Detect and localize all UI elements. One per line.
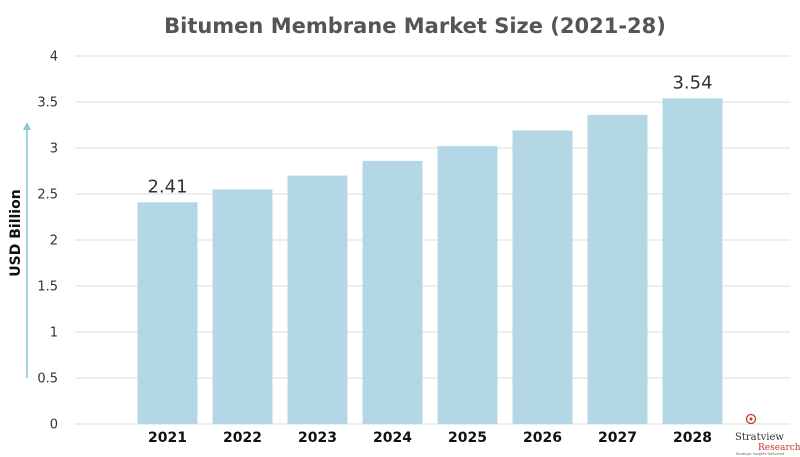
y-tick-label: 0: [50, 418, 58, 433]
logo-sub: Research: [758, 443, 800, 453]
y-tick-label: 4: [50, 50, 58, 65]
x-tick-label: 2021: [148, 430, 187, 446]
data-label: 2.41: [147, 176, 187, 197]
x-tick-label: 2024: [373, 430, 412, 446]
bar-2021: [137, 202, 198, 424]
data-label: 3.54: [672, 72, 712, 93]
y-tick-label: 3: [50, 142, 58, 157]
bar-2023: [287, 175, 348, 424]
logo-tagline: Strategic Insights Delivered: [736, 452, 784, 456]
x-tick-label: 2025: [448, 430, 487, 446]
bar-2022: [212, 189, 273, 424]
stratview-logo: Stratview Research Strategic Insights De…: [735, 413, 800, 456]
x-axis-ticks: 2021 2022 2023 2024 2025 2026 2027 2028: [148, 430, 712, 446]
bar-2027: [587, 114, 648, 424]
chart-title: Bitumen Membrane Market Size (2021-28): [164, 14, 666, 38]
y-tick-label: 3.5: [37, 96, 58, 111]
data-labels: 2.41 3.54: [147, 72, 712, 197]
y-tick-label: 1.5: [37, 280, 58, 295]
bars: [137, 98, 723, 424]
x-tick-label: 2026: [523, 430, 562, 446]
logo-name: Stratview: [735, 432, 784, 443]
x-tick-label: 2027: [598, 430, 637, 446]
bar-2024: [362, 160, 423, 424]
y-tick-label: 2: [50, 234, 58, 249]
x-tick-label: 2028: [673, 430, 712, 446]
bar-2025: [437, 146, 498, 424]
y-axis-arrow-head: [23, 122, 31, 130]
x-tick-label: 2023: [298, 430, 337, 446]
y-tick-label: 2.5: [37, 188, 58, 203]
y-tick-label: 1: [50, 326, 58, 341]
y-tick-label: 0.5: [37, 372, 58, 387]
y-axis-label: USD Billion: [8, 189, 24, 276]
logo-mark-icon: [745, 413, 757, 425]
bar-2028: [662, 98, 723, 424]
y-axis-ticks: 0 0.5 1 1.5 2 2.5 3 3.5 4: [37, 50, 58, 433]
logo-dot-icon: [749, 417, 753, 421]
x-tick-label: 2022: [223, 430, 262, 446]
bar-2026: [512, 130, 573, 424]
